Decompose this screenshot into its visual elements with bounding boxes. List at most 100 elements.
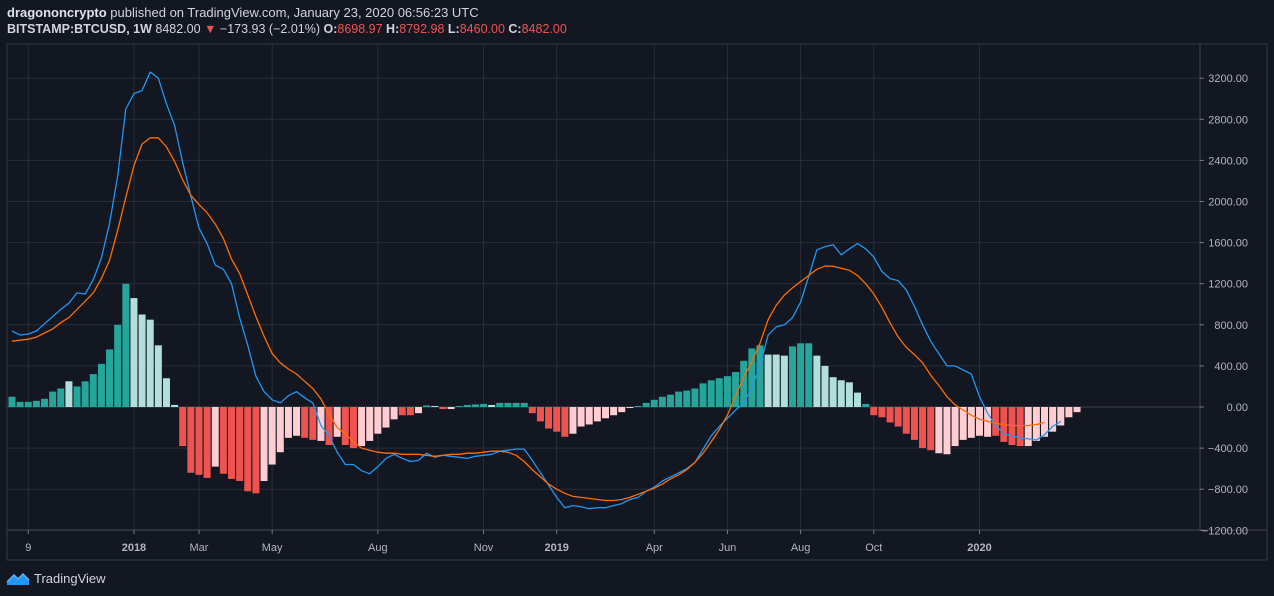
histogram-bar: [975, 407, 983, 436]
histogram-bar: [244, 407, 252, 492]
histogram-bar: [837, 380, 845, 407]
histogram-bar: [49, 391, 57, 407]
y-tick-label: 2000.00: [1208, 197, 1248, 209]
price-axis[interactable]: 3200.00 2800.00 2400.00 2000.00 1600.00 1200.…: [1200, 73, 1248, 537]
y-tick-label: −800.00: [1208, 484, 1248, 496]
histogram-bar: [642, 402, 650, 407]
histogram-bar: [374, 407, 382, 434]
histogram-bar: [577, 407, 585, 427]
histogram-bar: [471, 404, 479, 407]
x-tick-label: 9: [25, 542, 31, 554]
histogram-bar: [463, 404, 471, 407]
histogram-bar: [732, 372, 740, 407]
histogram-bar: [699, 383, 707, 407]
histogram-bar: [1073, 407, 1081, 413]
x-tick-label: 2019: [544, 542, 568, 554]
histogram-bar: [878, 407, 886, 418]
histogram-bar: [634, 405, 642, 407]
histogram-bar: [138, 314, 146, 407]
down-arrow-icon: ▼: [204, 22, 217, 36]
histogram-bar: [325, 407, 333, 446]
low-label: L:: [447, 22, 460, 36]
histogram-bar: [219, 407, 227, 474]
signal-line: [11, 137, 1045, 502]
histogram-bar: [658, 396, 666, 407]
histogram-bar: [553, 407, 561, 432]
histogram-bar: [16, 401, 24, 407]
histogram-bar: [390, 407, 398, 420]
histogram-bar: [788, 346, 796, 407]
histogram-bar: [65, 381, 73, 407]
macd-chart[interactable]: 3200.00 2800.00 2400.00 2000.00 1600.00 1200.…: [0, 0, 1274, 566]
macd-line: [11, 71, 1062, 510]
histogram-bar: [114, 324, 122, 407]
histogram-bar: [585, 407, 593, 425]
histogram-bar: [276, 407, 284, 453]
histogram-bar: [203, 407, 211, 478]
histogram-bar: [398, 407, 406, 416]
histogram-bar: [154, 345, 162, 407]
y-tick-label: 1200.00: [1208, 279, 1248, 291]
histogram-bar: [691, 388, 699, 407]
histogram-bar: [187, 407, 195, 473]
x-tick-label: Aug: [791, 542, 811, 554]
histogram-bar: [309, 407, 317, 440]
histogram-bar: [967, 407, 975, 438]
histogram-bar: [252, 407, 260, 494]
open-label: O:: [323, 22, 338, 36]
author-name[interactable]: dragononcrypto: [7, 5, 107, 20]
grid: [7, 44, 1200, 531]
histogram-bar: [195, 407, 203, 475]
histogram-bar: [439, 407, 447, 410]
histogram-bar: [57, 388, 65, 407]
histogram-bar: [805, 343, 813, 407]
histogram-bar: [455, 405, 463, 407]
histogram-bar: [130, 298, 138, 407]
histogram-bar: [260, 407, 268, 481]
tradingview-branding[interactable]: TradingView: [6, 568, 106, 588]
histogram-bar: [870, 407, 878, 416]
histogram-bar: [431, 405, 439, 407]
histogram-bar: [797, 343, 805, 407]
symbol-label: BITSTAMP:BTCUSD, 1W: [7, 22, 152, 36]
histogram-bar: [951, 407, 959, 447]
histogram-bar: [919, 407, 927, 449]
time-axis[interactable]: 9 2018 Mar May Aug Nov 2019 Apr Jun Aug Oct 2020: [25, 530, 992, 554]
histogram-bar: [910, 407, 918, 440]
histogram: [8, 283, 1081, 494]
histogram-bar: [845, 382, 853, 407]
tradingview-brand-label: TradingView: [34, 570, 106, 586]
y-tick-label: 800.00: [1214, 320, 1248, 332]
y-tick-label: 2800.00: [1208, 114, 1248, 126]
histogram-bar: [545, 407, 553, 429]
histogram-bar: [894, 407, 902, 427]
histogram-bar: [610, 407, 618, 416]
histogram-bar: [675, 391, 683, 407]
histogram-bar: [333, 407, 341, 437]
histogram-bar: [723, 376, 731, 407]
histogram-bar: [228, 407, 236, 479]
symbol-info-bar: BITSTAMP:BTCUSD, 1W 8482.00 ▼ −173.93 (−…: [7, 22, 567, 36]
x-tick-label: Apr: [646, 542, 663, 554]
histogram-bar: [601, 407, 609, 419]
y-tick-label: 400.00: [1214, 361, 1248, 373]
price-change: −173.93 (−2.01%): [219, 22, 320, 36]
histogram-bar: [561, 407, 569, 437]
close-label: C:: [508, 22, 522, 36]
chart-frame: [6, 43, 1268, 561]
high-value: 8792.98: [399, 22, 445, 36]
y-tick-label: 2400.00: [1208, 155, 1248, 167]
histogram-bar: [301, 407, 309, 438]
histogram-bar: [171, 404, 179, 407]
histogram-bar: [284, 407, 292, 438]
histogram-bar: [415, 407, 422, 414]
high-label: H:: [386, 22, 400, 36]
histogram-bar: [358, 407, 366, 447]
histogram-bar: [626, 407, 634, 409]
histogram-bar: [943, 407, 951, 455]
histogram-bar: [959, 407, 967, 440]
histogram-bar: [341, 407, 349, 446]
histogram-bar: [520, 402, 528, 407]
x-tick-label: May: [262, 542, 283, 554]
histogram-bar: [1041, 407, 1049, 437]
